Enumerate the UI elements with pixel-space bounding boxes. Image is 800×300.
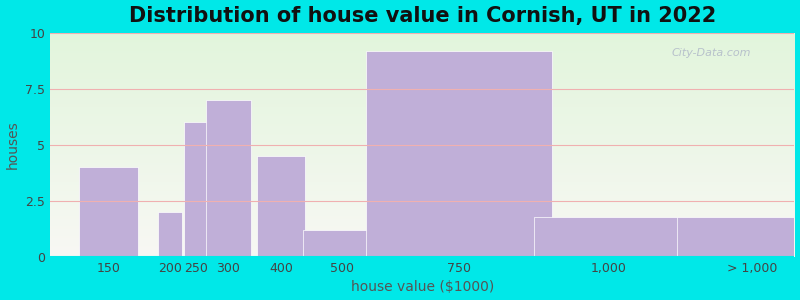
Bar [206,100,250,257]
Title: Distribution of house value in Cornish, UT in 2022: Distribution of house value in Cornish, … [129,6,716,26]
Bar [184,122,208,257]
Bar [366,51,553,257]
Bar [158,212,182,257]
Y-axis label: houses: houses [6,121,19,169]
Bar [79,167,138,257]
Bar [258,156,306,257]
Bar [678,217,800,257]
X-axis label: house value ($1000): house value ($1000) [350,280,494,294]
Bar [534,217,682,257]
Bar [302,230,382,257]
Text: City-Data.com: City-Data.com [672,48,751,59]
